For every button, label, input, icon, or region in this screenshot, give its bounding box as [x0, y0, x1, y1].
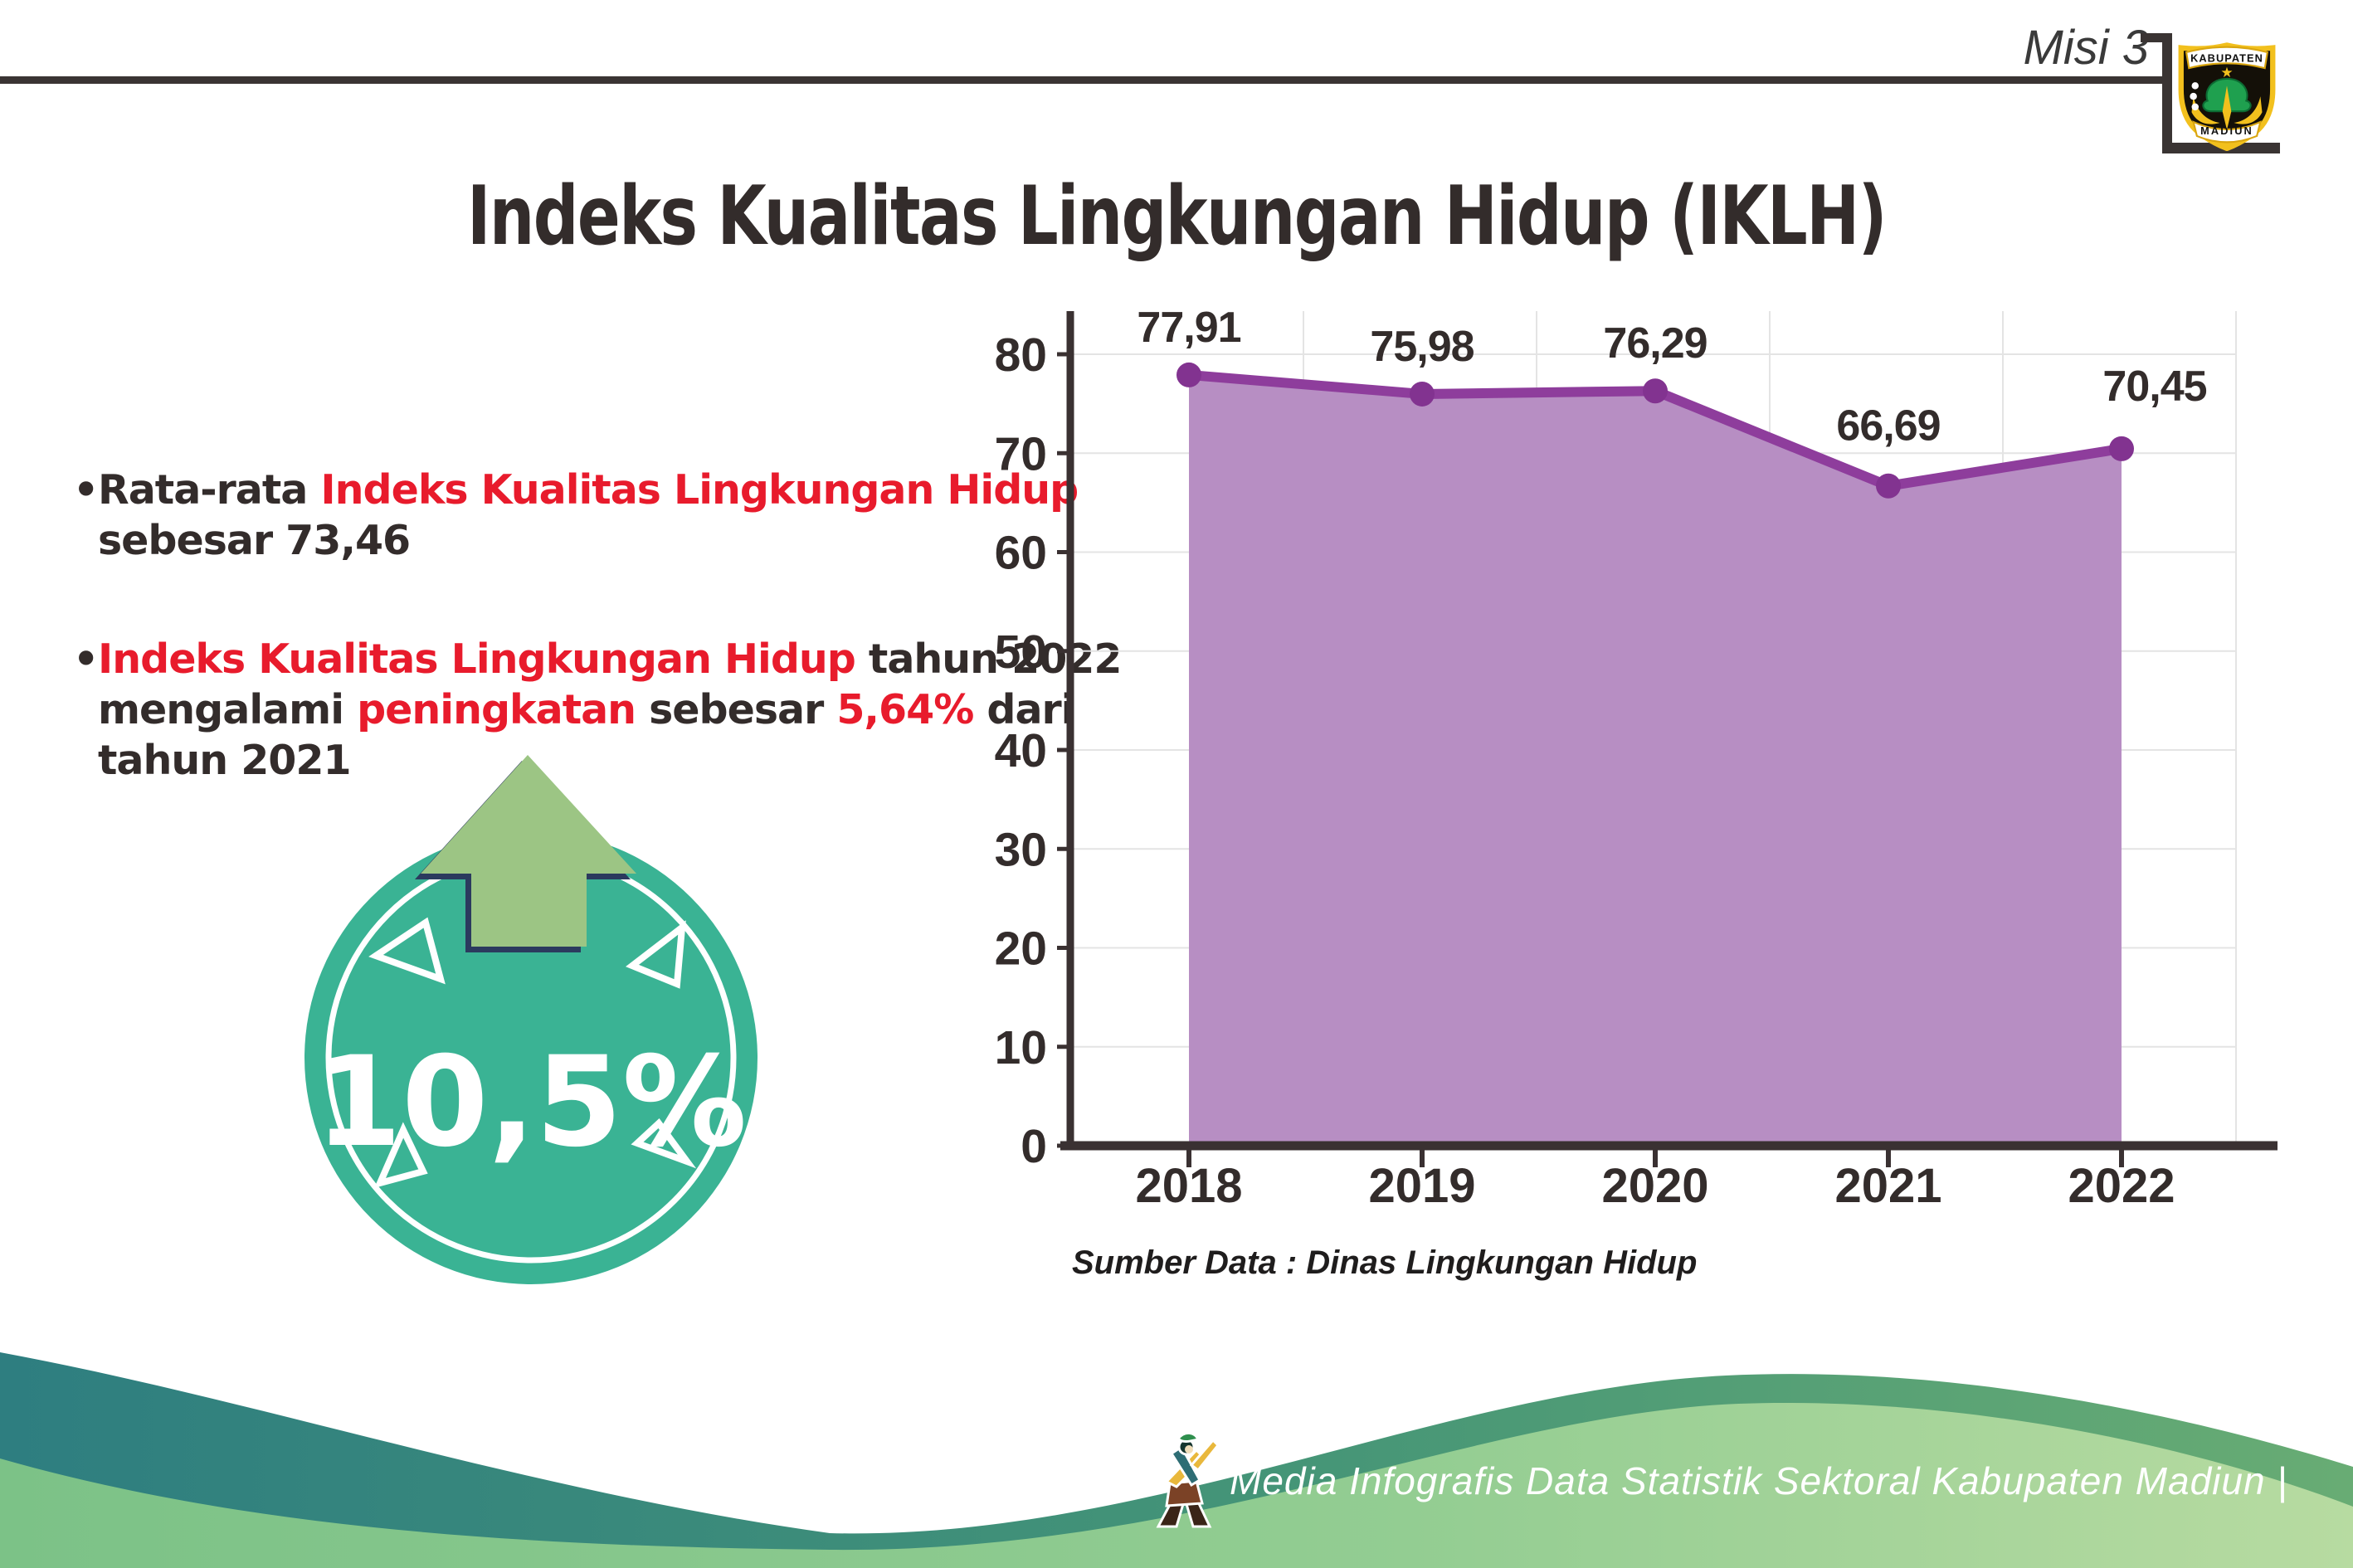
accent-triangle-se — [631, 1118, 697, 1169]
data-point-label-2018: 77,91 — [1137, 304, 1240, 352]
page-title: Indeks Kualitas Lingkungan Hidup (IKLH) — [467, 168, 1888, 264]
bullet-line: Rata-rata Indeks Kualitas Lingkungan Hid… — [98, 465, 1079, 515]
series-area — [1189, 374, 2122, 1147]
y-axis-label-20: 20 — [995, 923, 1047, 976]
x-axis-label-2021: 2021 — [1834, 1159, 1941, 1213]
footer-caption: Media Infografis Data Statistik Sektoral… — [1230, 1459, 2288, 1502]
crest-wing-left — [2191, 96, 2220, 124]
crest-banner-top-text: KABUPATEN — [2190, 52, 2263, 65]
logo-bracket-vertical — [2162, 33, 2172, 153]
x-axis-label-2022: 2022 — [2068, 1159, 2175, 1213]
footer-waves — [0, 1352, 2353, 1568]
data-point-dot-2019 — [1410, 381, 1435, 407]
bullet-text-segment: Indeks Kualitas Lingkungan Hidup — [98, 635, 856, 683]
increase-badge: 10,5% — [304, 755, 758, 1284]
y-axis-label-80: 80 — [995, 329, 1047, 382]
data-point-dot-2021 — [1876, 473, 1901, 499]
y-axis-label-50: 50 — [995, 626, 1047, 679]
y-axis-label-70: 70 — [995, 427, 1047, 480]
bullet-text-segment: 5,64% — [836, 686, 974, 733]
bullet-text-segment: Rata-rata — [98, 466, 321, 514]
bullet-text-segment: peningkatan — [357, 686, 636, 733]
data-point-label-2019: 75,98 — [1370, 323, 1474, 371]
crest-kris — [2222, 85, 2232, 130]
logo-bracket-stub — [2141, 33, 2172, 42]
bullet-line: Indeks Kualitas Lingkungan Hidup tahun 2… — [98, 634, 1122, 684]
x-axis-label-2018: 2018 — [1135, 1159, 1242, 1213]
bullet-line: mengalami peningkatan sebesar 5,64% dari — [98, 684, 1074, 735]
bullet-item-2: Indeks Kualitas Lingkungan Hidup tahun 2… — [73, 634, 1122, 786]
footer-wave-green — [0, 1402, 2353, 1568]
bullet-text-segment: dari — [973, 686, 1074, 733]
data-point-label-2020: 76,29 — [1603, 319, 1707, 368]
bullet-text-segment: Indeks Kualitas Lingkungan Hidup — [320, 466, 1079, 514]
badge-accent-triangles — [368, 917, 697, 1189]
x-axis-label-2020: 2020 — [1601, 1159, 1708, 1213]
bullet-text-segment: tahun 2022 — [855, 635, 1123, 683]
accent-triangle-nw — [368, 917, 446, 985]
y-axis-label-30: 30 — [995, 823, 1047, 876]
crest-banner-bottom — [2192, 120, 2262, 144]
crest-banner-top — [2185, 46, 2269, 70]
data-point-label-2022: 70,45 — [2102, 363, 2206, 411]
crest-cotton-3 — [2191, 103, 2199, 111]
data-point-dot-2018 — [1176, 362, 1201, 387]
bullet-item-1: Rata-rata Indeks Kualitas Lingkungan Hid… — [73, 465, 1079, 566]
dancer-mascot-icon — [1156, 1431, 1220, 1528]
bullet-text-segment: sebesar 73,46 — [98, 517, 411, 564]
up-arrow-icon — [421, 755, 636, 947]
bullet-text-segment: tahun 2021 — [98, 737, 352, 784]
data-point-dot-2022 — [2109, 436, 2134, 461]
iklh-area-chart: 0 10 20 30 40 50 60 70 80 2018 2019 2020 2021 2022 77,… — [995, 304, 2277, 1281]
header-rule — [0, 76, 2164, 84]
crest-wing-right — [2234, 96, 2263, 124]
crest-banner-bottom-text: MADIUN — [2200, 124, 2253, 137]
kabupaten-madiun-crest-icon: ★ KABUPATEN MADIUN — [2178, 42, 2276, 151]
data-point-dot-2020 — [1643, 378, 1668, 404]
y-axis-label-0: 0 — [1021, 1120, 1047, 1173]
chart-source-note: Sumber Data : Dinas Lingkungan Hidup — [1072, 1244, 1697, 1281]
accent-triangle-sw — [373, 1122, 428, 1189]
data-point-label-2021: 66,69 — [1836, 402, 1940, 450]
accent-triangle-ne — [626, 920, 686, 989]
bullet-text-segment: mengalami — [98, 686, 358, 733]
misi-label: Misi 3 — [2023, 21, 2149, 75]
x-axis-label-2019: 2019 — [1368, 1159, 1475, 1213]
crest-cotton-1 — [2191, 82, 2199, 90]
crest-cotton-2 — [2190, 92, 2197, 100]
bullet-text-segment: sebesar — [636, 686, 837, 733]
y-axis-label-10: 10 — [995, 1021, 1047, 1074]
y-axis-label-40: 40 — [995, 724, 1047, 777]
y-axis-label-60: 60 — [995, 527, 1047, 580]
bullet-line: sebesar 73,46 — [98, 515, 1055, 566]
crest-star-icon: ★ — [2220, 65, 2233, 80]
summary-bullets: Rata-rata Indeks Kualitas Lingkungan Hid… — [73, 465, 1122, 786]
bullet-line: tahun 2021 — [98, 735, 1055, 786]
badge-value: 10,5% — [315, 1030, 747, 1175]
